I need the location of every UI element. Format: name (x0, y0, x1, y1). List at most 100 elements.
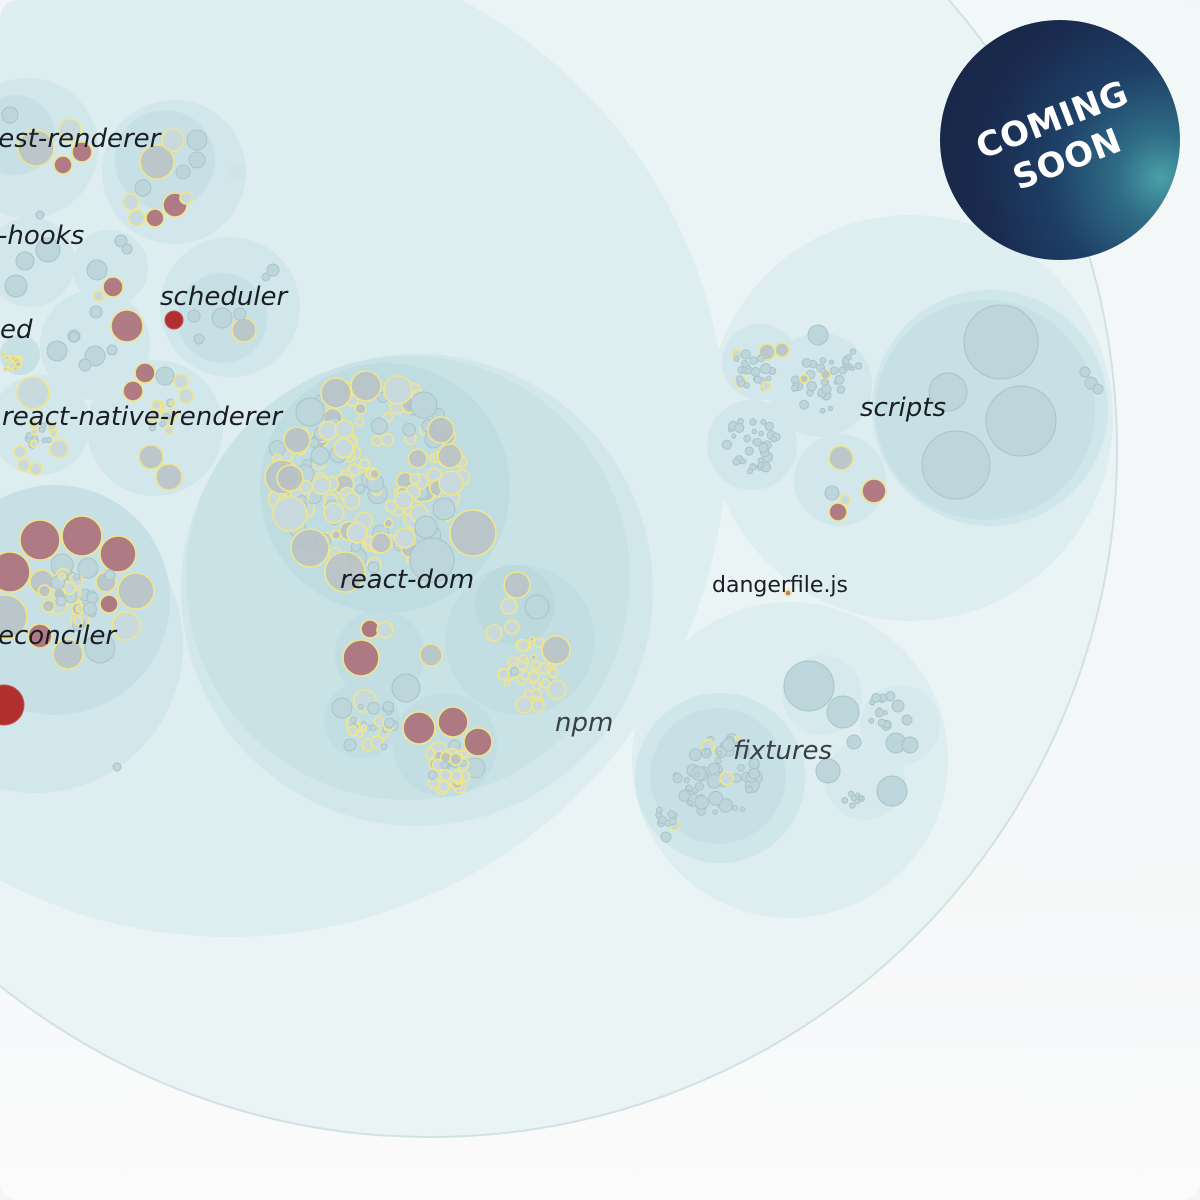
file-bubble[interactable] (0, 594, 28, 640)
file-bubble[interactable] (17, 458, 31, 472)
file-bubble[interactable] (504, 619, 520, 635)
file-bubble[interactable] (791, 384, 799, 392)
file-bubble[interactable] (532, 681, 541, 691)
file-bubble[interactable] (760, 363, 772, 375)
file-bubble[interactable] (13, 445, 27, 459)
file-bubble[interactable] (55, 595, 67, 607)
file-bubble[interactable] (1092, 383, 1104, 395)
file-bubble[interactable] (73, 616, 84, 626)
file-bubble[interactable] (83, 601, 97, 616)
file-bubble[interactable] (747, 468, 754, 475)
file-bubble[interactable] (1, 106, 19, 124)
file-bubble[interactable] (437, 706, 469, 738)
file-bubble[interactable] (382, 412, 394, 423)
file-bubble[interactable] (17, 129, 55, 167)
file-bubble[interactable] (714, 756, 722, 765)
file-bubble[interactable] (657, 815, 667, 825)
file-bubble[interactable] (71, 141, 93, 163)
file-bubble[interactable] (731, 805, 739, 812)
file-bubble[interactable] (37, 584, 52, 598)
file-bubble[interactable] (40, 422, 47, 429)
file-bubble[interactable] (524, 594, 550, 620)
file-bubble[interactable] (0, 684, 25, 726)
file-bubble[interactable] (770, 436, 777, 443)
file-bubble[interactable] (449, 752, 463, 766)
file-bubble[interactable] (46, 340, 68, 362)
file-bubble[interactable] (828, 445, 854, 471)
file-bubble[interactable] (758, 442, 769, 453)
file-bubble[interactable] (806, 380, 817, 392)
file-bubble[interactable] (541, 635, 571, 665)
file-bubble[interactable] (735, 375, 744, 383)
file-bubble[interactable] (737, 764, 745, 772)
file-bubble[interactable] (748, 767, 761, 780)
file-bubble[interactable] (427, 416, 455, 444)
file-bubble[interactable] (27, 623, 53, 649)
file-bubble[interactable] (751, 428, 758, 435)
file-bubble[interactable] (854, 798, 861, 805)
file-bubble[interactable] (290, 528, 330, 568)
file-bubble[interactable] (774, 342, 790, 358)
file-bubble[interactable] (178, 388, 194, 404)
file-bubble[interactable] (155, 366, 175, 386)
file-bubble[interactable] (380, 433, 395, 447)
file-bubble[interactable] (531, 660, 541, 670)
file-bubble[interactable] (547, 680, 567, 700)
file-bubble[interactable] (193, 333, 205, 345)
file-bubble[interactable] (134, 362, 156, 384)
file-bubble[interactable] (122, 193, 140, 211)
file-bubble[interactable] (276, 464, 304, 492)
file-bubble[interactable] (17, 355, 22, 361)
file-bubble[interactable] (161, 128, 185, 152)
file-bubble[interactable] (134, 179, 152, 197)
file-bubble[interactable] (371, 435, 383, 447)
file-bubble[interactable] (122, 380, 144, 402)
file-bubble[interactable] (347, 725, 359, 737)
file-bubble[interactable] (683, 776, 690, 784)
file-bubble[interactable] (736, 745, 750, 759)
file-bubble[interactable] (756, 354, 765, 363)
file-bubble[interactable] (359, 458, 371, 470)
file-bubble[interactable] (745, 785, 753, 794)
file-bubble[interactable] (402, 422, 416, 437)
file-bubble[interactable] (57, 571, 67, 581)
file-bubble[interactable] (685, 784, 693, 792)
file-bubble[interactable] (343, 738, 357, 752)
file-bubble[interactable] (150, 399, 162, 411)
file-bubble[interactable] (367, 701, 380, 715)
file-bubble[interactable] (164, 310, 184, 330)
file-bubble[interactable] (849, 348, 857, 356)
file-bubble[interactable] (516, 638, 530, 652)
file-bubble[interactable] (704, 748, 711, 755)
file-bubble[interactable] (261, 272, 271, 282)
file-bubble[interactable] (819, 357, 827, 364)
file-bubble[interactable] (824, 485, 840, 501)
file-bubble[interactable] (323, 502, 345, 524)
file-bubble[interactable] (716, 750, 723, 756)
file-bubble[interactable] (432, 497, 456, 521)
file-bubble[interactable] (749, 418, 757, 426)
file-bubble[interactable] (849, 802, 856, 809)
file-bubble[interactable] (531, 699, 545, 713)
file-bubble[interactable] (407, 448, 428, 469)
file-bubble[interactable] (14, 360, 22, 368)
file-bubble[interactable] (749, 356, 758, 365)
file-bubble[interactable] (369, 724, 377, 732)
file-bubble[interactable] (694, 795, 709, 810)
file-bubble[interactable] (427, 770, 438, 780)
file-bubble[interactable] (655, 806, 663, 814)
file-bubble[interactable] (689, 748, 702, 762)
file-bubble[interactable] (718, 798, 733, 813)
file-bubble[interactable] (29, 439, 39, 449)
file-bubble[interactable] (500, 597, 518, 615)
file-bubble[interactable] (164, 425, 175, 436)
file-bubble[interactable] (175, 164, 191, 180)
file-bubble[interactable] (334, 419, 354, 439)
file-bubble[interactable] (753, 437, 762, 447)
file-bubble[interactable] (858, 795, 864, 800)
file-bubble[interactable] (35, 210, 45, 220)
file-bubble[interactable] (35, 237, 61, 263)
file-bubble[interactable] (854, 362, 863, 370)
file-bubble[interactable] (163, 413, 171, 421)
file-bubble[interactable] (530, 688, 542, 700)
